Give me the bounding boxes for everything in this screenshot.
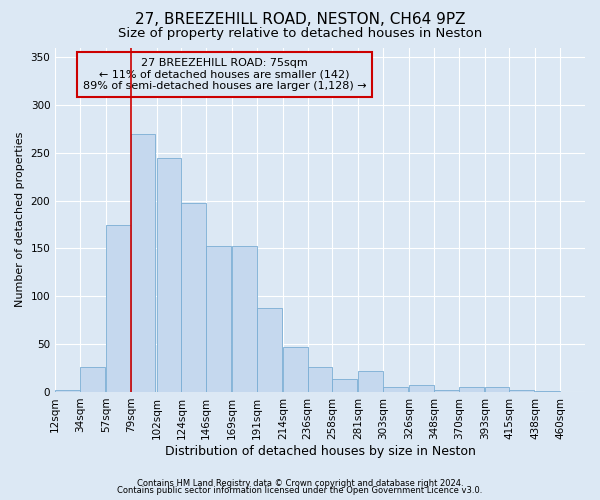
Text: 27, BREEZEHILL ROAD, NESTON, CH64 9PZ: 27, BREEZEHILL ROAD, NESTON, CH64 9PZ — [135, 12, 465, 28]
Bar — [283, 347, 308, 392]
Bar — [358, 371, 383, 392]
Bar — [257, 308, 282, 392]
Bar — [409, 386, 434, 392]
Bar — [80, 367, 105, 392]
Y-axis label: Number of detached properties: Number of detached properties — [15, 132, 25, 308]
Bar — [332, 378, 357, 392]
Bar — [131, 134, 155, 392]
Bar — [509, 390, 534, 392]
Bar — [434, 390, 459, 392]
Bar — [232, 246, 257, 392]
Bar — [485, 387, 509, 392]
Bar — [206, 246, 231, 392]
Text: Contains HM Land Registry data © Crown copyright and database right 2024.: Contains HM Land Registry data © Crown c… — [137, 478, 463, 488]
Bar — [459, 387, 484, 392]
Bar — [535, 391, 560, 392]
Text: 27 BREEZEHILL ROAD: 75sqm
← 11% of detached houses are smaller (142)
89% of semi: 27 BREEZEHILL ROAD: 75sqm ← 11% of detac… — [83, 58, 367, 91]
Bar — [157, 158, 181, 392]
X-axis label: Distribution of detached houses by size in Neston: Distribution of detached houses by size … — [164, 444, 476, 458]
Text: Size of property relative to detached houses in Neston: Size of property relative to detached ho… — [118, 28, 482, 40]
Bar — [181, 202, 206, 392]
Bar — [106, 224, 131, 392]
Bar — [308, 367, 332, 392]
Bar — [55, 390, 80, 392]
Bar — [383, 387, 408, 392]
Text: Contains public sector information licensed under the Open Government Licence v3: Contains public sector information licen… — [118, 486, 482, 495]
